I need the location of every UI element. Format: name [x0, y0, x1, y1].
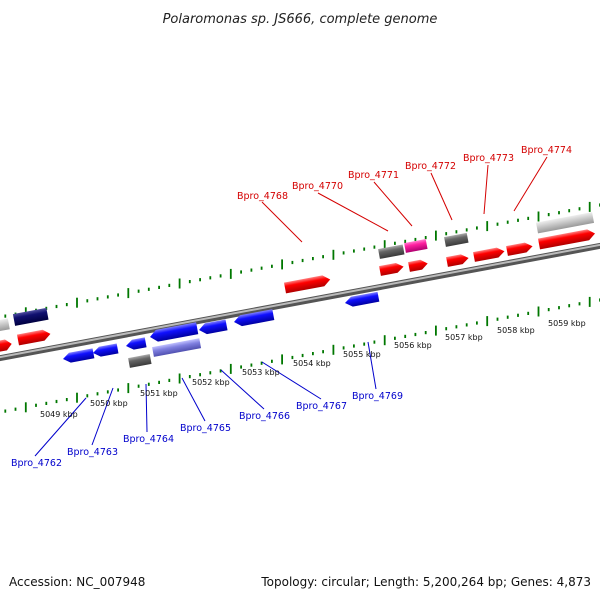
gene-arrow: [93, 343, 119, 357]
gene-arrow: [345, 291, 380, 307]
map-title: Polaromonas sp. JS666, complete genome: [163, 12, 438, 27]
gene-label[interactable]: Bpro_4772: [405, 161, 456, 172]
gene-arrow: [0, 318, 10, 332]
gene-arrow: [444, 232, 469, 247]
gene-features: [0, 212, 596, 368]
scale-label: 5051 kbp: [140, 389, 178, 398]
leader-line: [317, 192, 389, 232]
gene-arrow: [199, 319, 228, 335]
gene-label[interactable]: Bpro_4763: [67, 447, 118, 458]
leader-line: [373, 181, 413, 227]
leader-line: [483, 164, 489, 215]
scale-labels: 5049 kbp 5050 kbp 5051 kbp 5052 kbp 5053 kbp…: [40, 319, 586, 419]
gene-label[interactable]: Bpro_4771: [348, 170, 399, 181]
leader-line: [91, 387, 114, 446]
gene-arrow: [408, 259, 428, 272]
scale-label: 5059 kbp: [548, 319, 586, 328]
gene-labels: Bpro_4768 Bpro_4770 Bpro_4771 Bpro_4772 Bpro…: [11, 145, 572, 469]
scale-label: 5056 kbp: [394, 341, 432, 350]
gene-label[interactable]: Bpro_4765: [180, 423, 231, 434]
gene-label[interactable]: Bpro_4769: [352, 391, 403, 402]
scale-label: 5057 kbp: [445, 333, 483, 342]
gene-label[interactable]: Bpro_4768: [237, 191, 288, 202]
gene-arrow: [152, 338, 202, 357]
leader-line: [430, 172, 453, 221]
gene-arrow: [283, 275, 331, 294]
gene-arrow: [379, 262, 404, 276]
dna-backbone: [0, 242, 600, 362]
leader-line: [513, 156, 548, 212]
gene-arrow: [446, 254, 469, 267]
gene-arrow: [16, 329, 51, 346]
leader-line: [367, 341, 377, 390]
scale-label: 5058 kbp: [497, 326, 535, 335]
scale-label: 5049 kbp: [40, 410, 78, 419]
gene-label[interactable]: Bpro_4767: [296, 401, 347, 412]
gene-arrow: [473, 247, 505, 262]
lower-scale-track: [4, 296, 600, 413]
gene-arrow: [0, 339, 12, 353]
gene-arrow: [63, 348, 95, 363]
upper-scale-track: [4, 201, 600, 318]
gene-label[interactable]: Bpro_4773: [463, 153, 514, 164]
leader-line: [145, 383, 148, 433]
leader-line: [34, 397, 87, 457]
gene-label[interactable]: Bpro_4774: [521, 145, 572, 156]
label-leader-lines: [34, 156, 548, 457]
topology-label: Topology: circular; Length: 5,200,264 bp…: [260, 575, 591, 589]
gene-label[interactable]: Bpro_4764: [123, 434, 174, 445]
gene-arrow: [378, 244, 405, 259]
leader-line: [220, 369, 265, 410]
accession-label: Accession: NC_007948: [9, 575, 145, 589]
scale-label: 5054 kbp: [293, 359, 331, 368]
leader-line: [181, 377, 206, 422]
leader-line: [261, 201, 303, 243]
gene-arrow: [234, 309, 275, 327]
scale-label: 5052 kbp: [192, 378, 230, 387]
scale-label: 5055 kbp: [343, 350, 381, 359]
gene-arrow: [12, 307, 49, 326]
gene-arrow: [535, 212, 595, 234]
gene-label[interactable]: Bpro_4766: [239, 411, 290, 422]
gene-arrow: [404, 239, 428, 253]
gene-label[interactable]: Bpro_4762: [11, 458, 62, 469]
gene-label[interactable]: Bpro_4770: [292, 181, 343, 192]
gene-arrow: [506, 242, 533, 256]
leader-line: [261, 361, 322, 400]
gene-arrow: [128, 354, 152, 368]
scale-label: 5050 kbp: [90, 399, 128, 408]
gene-arrow: [126, 337, 147, 350]
gene-arrow: [150, 322, 199, 342]
gene-arrow: [537, 229, 596, 250]
scale-tracks: [4, 201, 600, 413]
scale-label: 5053 kbp: [242, 368, 280, 377]
